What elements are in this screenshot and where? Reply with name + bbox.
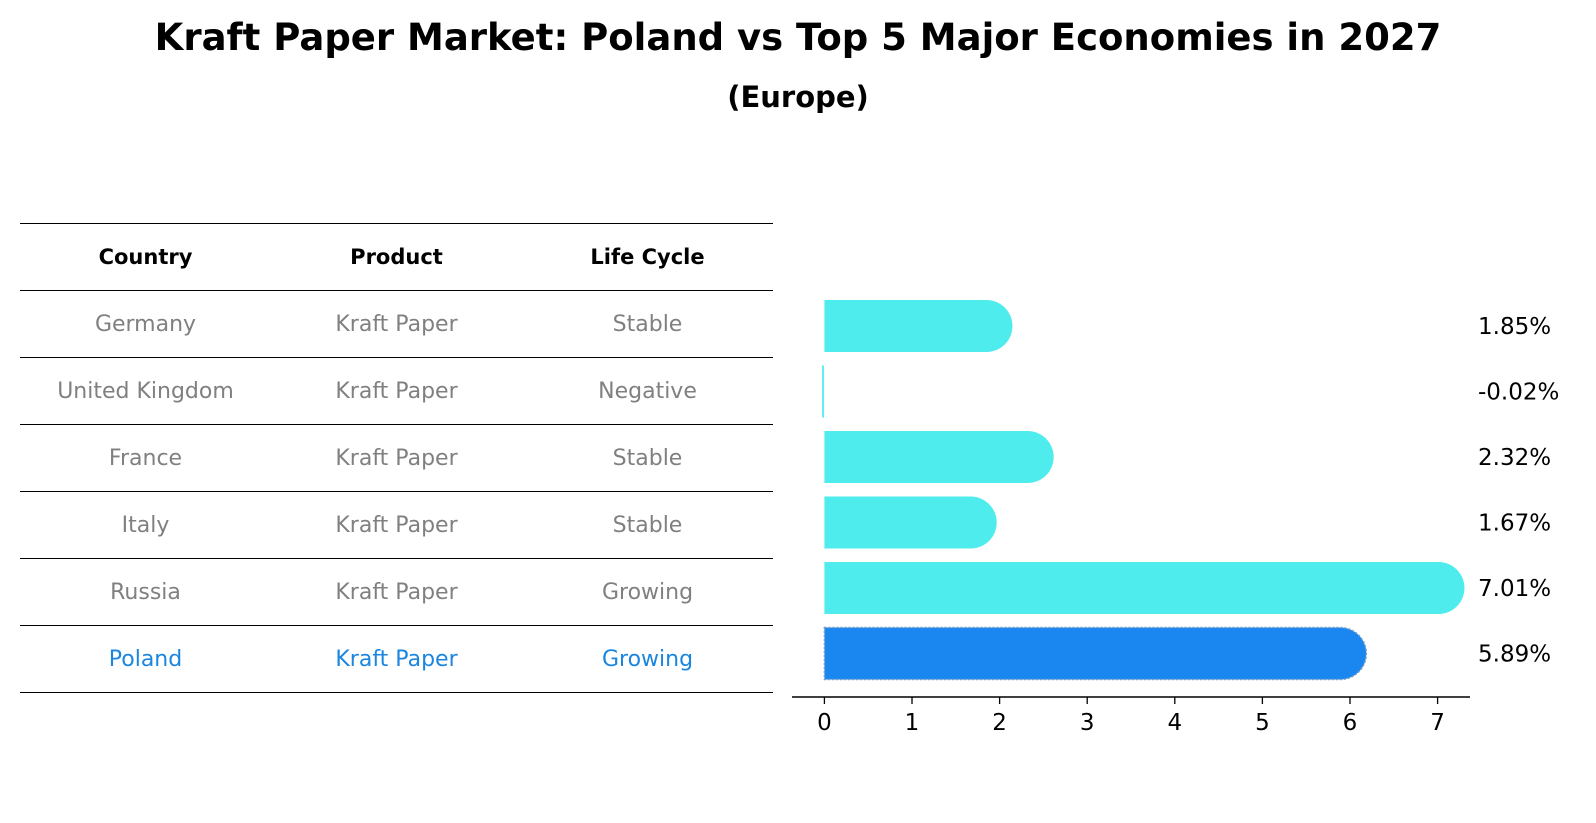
bar-poland: [823, 626, 1368, 681]
table-row-highlight: Poland Kraft Paper Growing: [20, 626, 773, 693]
country-cell: Italy: [121, 512, 170, 538]
life-cycle-cell: Negative: [598, 378, 697, 404]
product-cell: Kraft Paper: [335, 579, 458, 605]
x-tick-label-3: 3: [1080, 710, 1095, 736]
x-tick-label-4: 4: [1167, 710, 1182, 736]
value-label-russia: 7.01%: [1478, 576, 1551, 602]
product-cell: Kraft Paper: [335, 378, 458, 404]
header-country: Country: [98, 245, 193, 269]
table-row: Germany Kraft Paper Stable: [20, 291, 773, 358]
bar-russia: [824, 562, 1465, 614]
x-tick-label-6: 6: [1343, 710, 1358, 736]
country-cell: Russia: [110, 579, 181, 605]
product-cell: Kraft Paper: [335, 512, 458, 538]
country-cell: Poland: [108, 646, 183, 672]
chart-title: Kraft Paper Market: Poland vs Top 5 Majo…: [154, 16, 1442, 59]
product-cell: Kraft Paper: [335, 445, 458, 471]
chart-subtitle: (Europe): [727, 80, 869, 114]
bar-germany: [824, 300, 1013, 352]
table-row: United Kingdom Kraft Paper Negative: [20, 358, 773, 425]
x-tick-label-1: 1: [905, 710, 920, 736]
life-cycle-cell: Stable: [612, 512, 683, 538]
table-row: France Kraft Paper Stable: [20, 425, 773, 492]
country-cell: France: [108, 445, 183, 471]
bar-united-kingdom: [822, 365, 824, 418]
header-life-cycle: Life Cycle: [590, 245, 705, 269]
value-label-poland: 5.89%: [1478, 642, 1551, 668]
value-label-italy: 1.67%: [1478, 511, 1551, 537]
x-tick-label-7: 7: [1430, 710, 1445, 736]
comparison-table: Country Product Life Cycle Germany Kraft…: [20, 223, 773, 693]
table-header-row: Country Product Life Cycle: [20, 223, 773, 291]
life-cycle-cell: Stable: [612, 445, 683, 471]
life-cycle-cell: Growing: [601, 646, 694, 672]
x-tick-label-0: 0: [817, 710, 832, 736]
value-label-united-kingdom: -0.02%: [1478, 380, 1559, 406]
table-row: Russia Kraft Paper Growing: [20, 559, 773, 626]
life-cycle-cell: Growing: [601, 579, 694, 605]
value-label-france: 2.32%: [1478, 445, 1551, 471]
header-product: Product: [350, 245, 443, 269]
country-cell: United Kingdom: [57, 378, 234, 404]
bar-france: [824, 431, 1054, 483]
table-row: Italy Kraft Paper Stable: [20, 492, 773, 559]
country-cell: Germany: [94, 311, 197, 337]
x-tick-label-2: 2: [992, 710, 1007, 736]
life-cycle-cell: Stable: [612, 311, 683, 337]
product-cell: Kraft Paper: [335, 311, 458, 337]
bar-italy: [824, 496, 997, 549]
product-cell: Kraft Paper: [335, 646, 458, 672]
x-tick-label-5: 5: [1255, 710, 1270, 736]
value-label-germany: 1.85%: [1478, 314, 1551, 340]
